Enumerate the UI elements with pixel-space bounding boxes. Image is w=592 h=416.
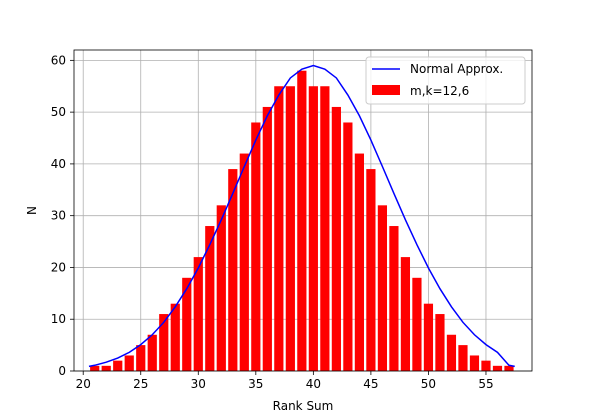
bar bbox=[423, 303, 434, 371]
bar bbox=[366, 169, 376, 371]
x-tick-label: 20 bbox=[76, 377, 91, 391]
bar bbox=[377, 205, 388, 371]
bar bbox=[136, 345, 146, 371]
bar bbox=[101, 365, 111, 371]
normal-approx-line bbox=[88, 64, 515, 368]
x-tick-label: 35 bbox=[248, 377, 263, 391]
bar bbox=[170, 303, 180, 371]
bar bbox=[320, 86, 330, 371]
bar bbox=[308, 86, 318, 371]
bar bbox=[147, 334, 157, 371]
bar bbox=[239, 153, 249, 371]
bar bbox=[285, 86, 295, 371]
bar bbox=[182, 277, 192, 371]
bar bbox=[343, 122, 353, 371]
bar bbox=[354, 153, 364, 371]
x-tick-label: 25 bbox=[133, 377, 148, 391]
bar bbox=[297, 70, 307, 371]
y-tick-label: 50 bbox=[51, 105, 66, 119]
bar bbox=[90, 365, 100, 371]
y-axis-label: N bbox=[25, 206, 39, 215]
y-tick-label: 60 bbox=[51, 53, 66, 67]
bar bbox=[458, 345, 468, 371]
legend: Normal Approx. m,k=12,6 bbox=[365, 56, 526, 105]
legend-bar-swatch bbox=[372, 85, 400, 95]
x-tick-label: 30 bbox=[191, 377, 206, 391]
y-tick-label: 10 bbox=[51, 312, 66, 326]
y-axis: 0 10 20 30 40 50 60 bbox=[51, 53, 74, 378]
bar bbox=[228, 169, 238, 371]
bar bbox=[446, 334, 457, 371]
bar bbox=[216, 205, 226, 371]
x-tick-label: 50 bbox=[421, 377, 436, 391]
bar bbox=[113, 360, 123, 371]
bar bbox=[251, 122, 261, 371]
bar bbox=[389, 226, 399, 371]
bar bbox=[193, 257, 203, 371]
plot-frame bbox=[73, 49, 533, 372]
bar bbox=[274, 86, 284, 371]
x-tick-label: 45 bbox=[363, 377, 378, 391]
bar bbox=[205, 226, 215, 371]
x-axis: 20 25 30 35 40 45 50 55 bbox=[76, 371, 494, 391]
bars bbox=[90, 70, 514, 372]
bar bbox=[492, 365, 503, 371]
bar bbox=[481, 360, 491, 371]
bar bbox=[400, 257, 411, 371]
x-tick-label: 40 bbox=[306, 377, 321, 391]
x-axis-label: Rank Sum bbox=[273, 399, 334, 413]
bar bbox=[262, 106, 272, 372]
legend-line-label: Normal Approx. bbox=[410, 62, 503, 76]
y-tick-label: 20 bbox=[51, 260, 66, 274]
bar bbox=[159, 314, 169, 371]
y-tick-label: 40 bbox=[51, 157, 66, 171]
legend-box bbox=[365, 56, 526, 105]
bar bbox=[435, 314, 445, 371]
y-tick-label: 30 bbox=[51, 209, 66, 223]
x-tick-label: 55 bbox=[478, 377, 493, 391]
bar bbox=[412, 277, 422, 371]
bar bbox=[504, 365, 514, 371]
bar bbox=[124, 355, 134, 371]
bar bbox=[469, 355, 480, 371]
legend-bar-label: m,k=12,6 bbox=[410, 84, 469, 98]
y-tick-label: 0 bbox=[58, 364, 66, 378]
bar bbox=[331, 106, 341, 372]
